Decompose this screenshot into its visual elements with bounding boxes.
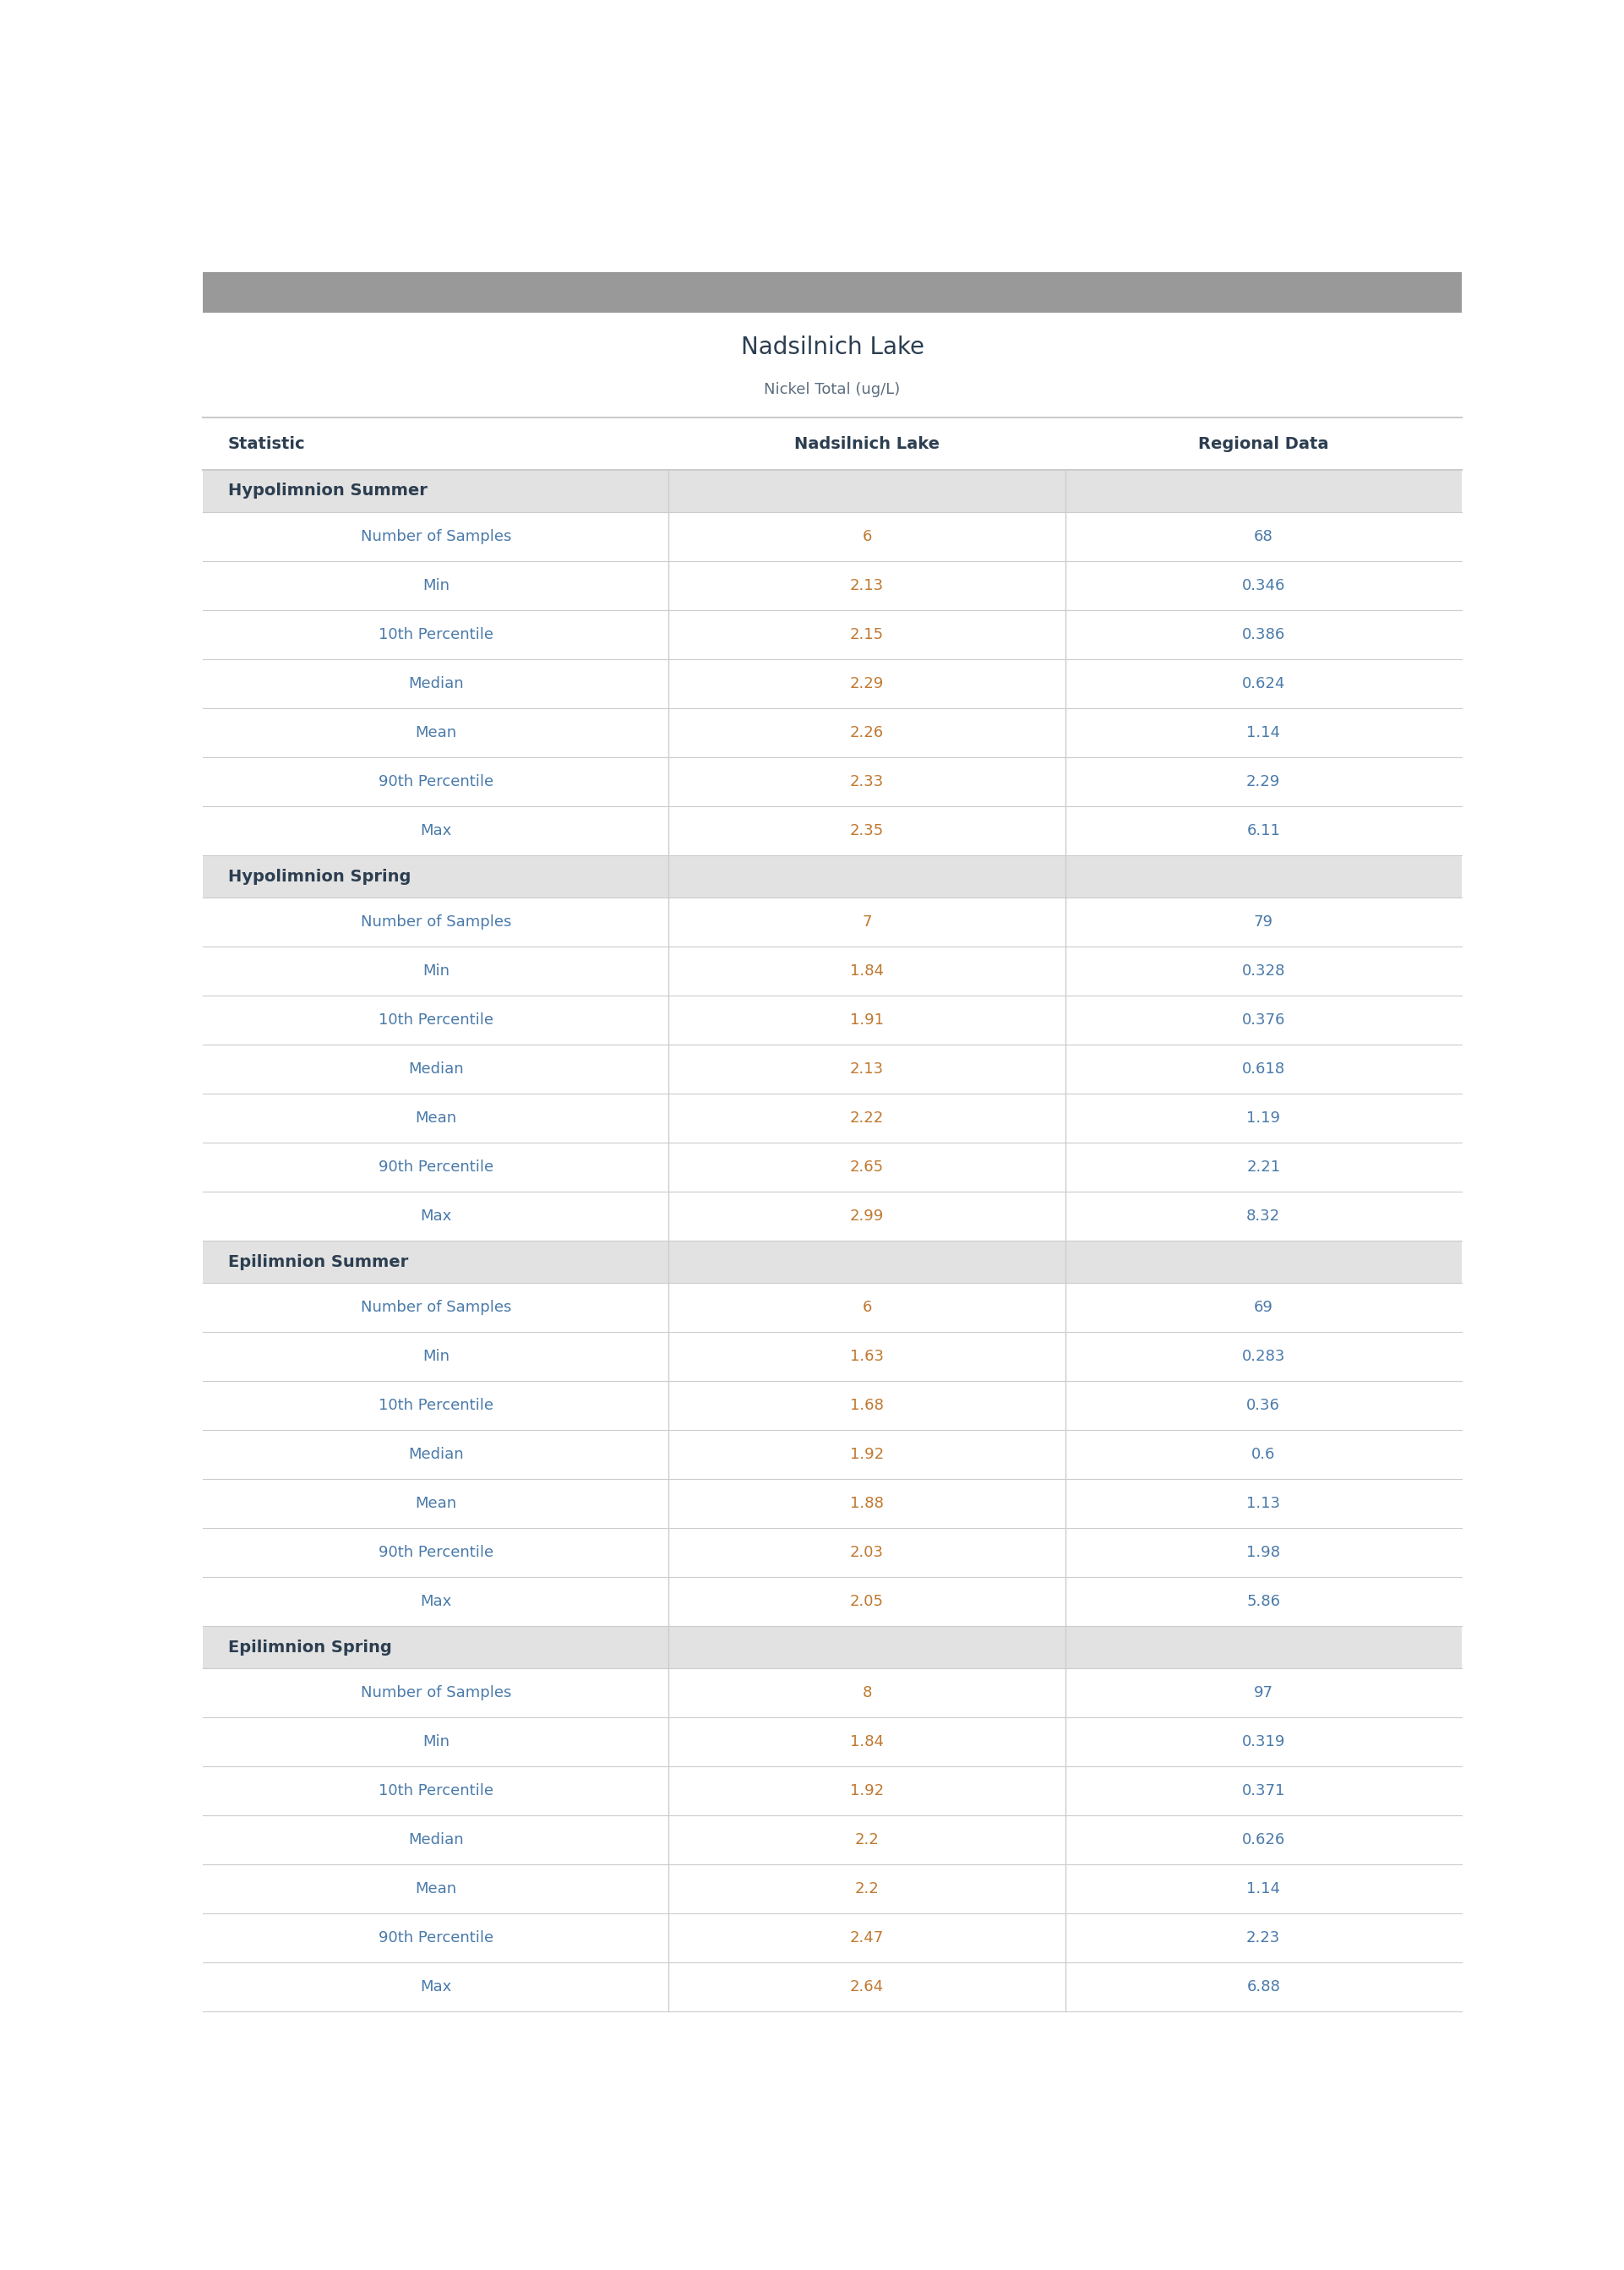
Text: 2.26: 2.26 <box>849 724 883 740</box>
Text: Hypolimnion Summer: Hypolimnion Summer <box>227 484 427 499</box>
Text: 1.68: 1.68 <box>849 1398 883 1414</box>
Text: Max: Max <box>421 1979 451 1995</box>
Text: 8.32: 8.32 <box>1246 1208 1280 1224</box>
Text: 2.21: 2.21 <box>1246 1160 1280 1176</box>
Text: 0.6: 0.6 <box>1252 1446 1275 1462</box>
Text: 0.283: 0.283 <box>1242 1348 1285 1364</box>
Text: Nadsilnich Lake: Nadsilnich Lake <box>741 336 924 359</box>
FancyBboxPatch shape <box>203 1625 1462 1668</box>
Text: 2.2: 2.2 <box>854 1882 879 1895</box>
Text: 7: 7 <box>862 915 872 931</box>
Text: Median: Median <box>408 676 463 692</box>
Text: 1.84: 1.84 <box>849 962 883 978</box>
Text: 1.91: 1.91 <box>849 1012 883 1028</box>
Text: Number of Samples: Number of Samples <box>361 1684 512 1700</box>
Text: Min: Min <box>422 1734 450 1750</box>
Text: 0.371: 0.371 <box>1242 1784 1285 1798</box>
Text: 1.92: 1.92 <box>849 1446 883 1462</box>
FancyBboxPatch shape <box>203 856 1462 897</box>
Text: Max: Max <box>421 824 451 838</box>
Text: 2.29: 2.29 <box>849 676 883 692</box>
Text: Min: Min <box>422 962 450 978</box>
FancyBboxPatch shape <box>203 313 1462 447</box>
Text: Epilimnion Summer: Epilimnion Summer <box>227 1253 408 1269</box>
Text: 0.618: 0.618 <box>1242 1062 1285 1076</box>
Text: 0.36: 0.36 <box>1247 1398 1280 1414</box>
Text: Nadsilnich Lake: Nadsilnich Lake <box>794 436 940 452</box>
Text: 1.19: 1.19 <box>1247 1110 1280 1126</box>
Text: 0.376: 0.376 <box>1242 1012 1285 1028</box>
Text: 6: 6 <box>862 529 872 545</box>
Text: Mean: Mean <box>416 724 456 740</box>
Text: 2.99: 2.99 <box>849 1208 883 1224</box>
Text: 10th Percentile: 10th Percentile <box>378 1012 494 1028</box>
Text: 1.14: 1.14 <box>1247 724 1280 740</box>
Text: Min: Min <box>422 1348 450 1364</box>
Text: 0.328: 0.328 <box>1242 962 1285 978</box>
Text: 10th Percentile: 10th Percentile <box>378 1398 494 1414</box>
Text: 1.98: 1.98 <box>1247 1546 1280 1559</box>
Text: Hypolimnion Spring: Hypolimnion Spring <box>227 869 411 885</box>
Text: 1.88: 1.88 <box>849 1496 883 1512</box>
Text: Median: Median <box>408 1062 463 1076</box>
Text: 2.13: 2.13 <box>849 1062 883 1076</box>
Text: Statistic: Statistic <box>227 436 305 452</box>
Text: Mean: Mean <box>416 1496 456 1512</box>
Text: 2.29: 2.29 <box>1246 774 1280 790</box>
Text: 10th Percentile: 10th Percentile <box>378 627 494 642</box>
Text: Regional Data: Regional Data <box>1199 436 1328 452</box>
Text: 0.626: 0.626 <box>1242 1832 1285 1848</box>
Text: 1.63: 1.63 <box>849 1348 883 1364</box>
Text: 68: 68 <box>1254 529 1273 545</box>
Text: 2.64: 2.64 <box>849 1979 883 1995</box>
Text: 69: 69 <box>1254 1301 1273 1314</box>
Text: Number of Samples: Number of Samples <box>361 915 512 931</box>
Text: Max: Max <box>421 1594 451 1609</box>
FancyBboxPatch shape <box>203 470 1462 513</box>
Text: 0.346: 0.346 <box>1242 579 1285 592</box>
Text: Number of Samples: Number of Samples <box>361 529 512 545</box>
Text: 2.03: 2.03 <box>849 1546 883 1559</box>
Text: 6.88: 6.88 <box>1247 1979 1280 1995</box>
Text: 0.319: 0.319 <box>1242 1734 1285 1750</box>
Text: 90th Percentile: 90th Percentile <box>378 1160 494 1176</box>
Text: Median: Median <box>408 1446 463 1462</box>
Text: 97: 97 <box>1254 1684 1273 1700</box>
Text: 2.15: 2.15 <box>849 627 883 642</box>
Text: 2.65: 2.65 <box>849 1160 883 1176</box>
Text: 5.86: 5.86 <box>1247 1594 1280 1609</box>
Text: 1.13: 1.13 <box>1247 1496 1280 1512</box>
Text: 2.22: 2.22 <box>849 1110 883 1126</box>
Text: Number of Samples: Number of Samples <box>361 1301 512 1314</box>
Text: 90th Percentile: 90th Percentile <box>378 1930 494 1945</box>
Text: 1.14: 1.14 <box>1247 1882 1280 1895</box>
Text: Min: Min <box>422 579 450 592</box>
Text: 2.2: 2.2 <box>854 1832 879 1848</box>
Text: 6: 6 <box>862 1301 872 1314</box>
Text: Epilimnion Spring: Epilimnion Spring <box>227 1639 391 1655</box>
Text: 8: 8 <box>862 1684 872 1700</box>
FancyBboxPatch shape <box>203 1242 1462 1283</box>
Text: Mean: Mean <box>416 1110 456 1126</box>
Text: 10th Percentile: 10th Percentile <box>378 1784 494 1798</box>
FancyBboxPatch shape <box>203 272 1462 313</box>
Text: 2.23: 2.23 <box>1246 1930 1280 1945</box>
Text: 0.624: 0.624 <box>1242 676 1285 692</box>
Text: 2.33: 2.33 <box>849 774 883 790</box>
Text: Max: Max <box>421 1208 451 1224</box>
Text: 2.47: 2.47 <box>849 1930 883 1945</box>
Text: Median: Median <box>408 1832 463 1848</box>
Text: 0.386: 0.386 <box>1242 627 1285 642</box>
Text: 79: 79 <box>1254 915 1273 931</box>
Text: 2.13: 2.13 <box>849 579 883 592</box>
Text: 1.92: 1.92 <box>849 1784 883 1798</box>
Text: 6.11: 6.11 <box>1247 824 1280 838</box>
Text: 2.05: 2.05 <box>849 1594 883 1609</box>
Text: 1.84: 1.84 <box>849 1734 883 1750</box>
Text: 90th Percentile: 90th Percentile <box>378 1546 494 1559</box>
Text: 90th Percentile: 90th Percentile <box>378 774 494 790</box>
Text: Mean: Mean <box>416 1882 456 1895</box>
Text: 2.35: 2.35 <box>849 824 883 838</box>
Text: Nickel Total (ug/L): Nickel Total (ug/L) <box>765 381 900 397</box>
